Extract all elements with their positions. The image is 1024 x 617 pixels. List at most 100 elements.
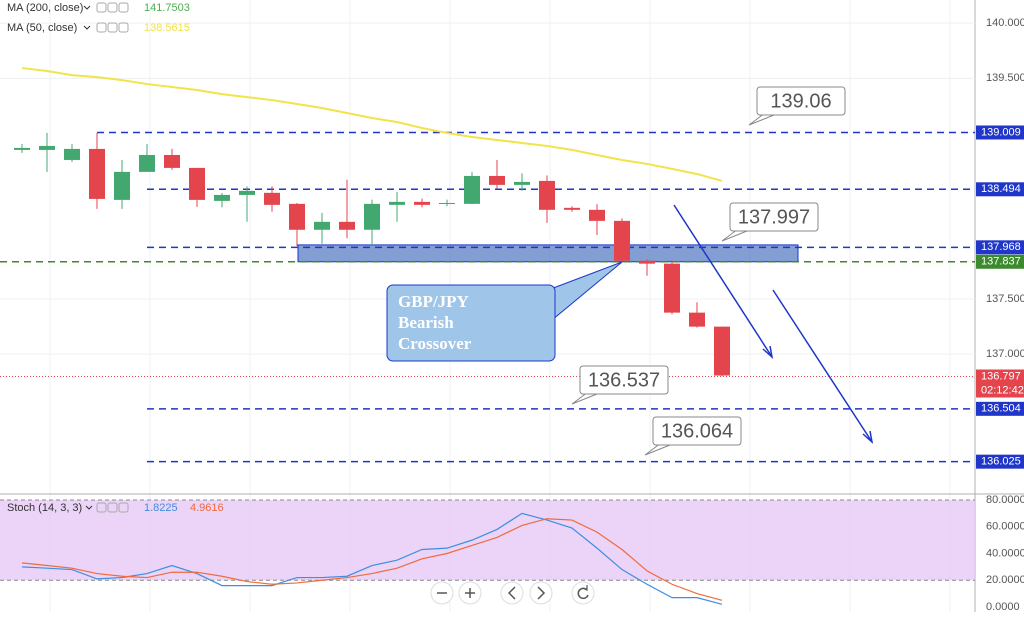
legend-value: 138.5615 [144,22,190,34]
level-label-box [976,454,1024,469]
scroll-right-button[interactable] [529,581,553,605]
level-label: 138.494 [981,183,1021,195]
legend-icon [118,502,129,513]
callout-label: 136.537 [588,369,660,391]
level-label-box [976,240,1024,255]
y-tick-label: 80.0000 [986,494,1024,506]
legend-caret [83,5,91,10]
y-tick-label: 137.500 [986,293,1024,305]
candle-body [539,180,555,210]
y-tick-label: 40.0000 [986,547,1024,559]
legend-icon [96,2,107,13]
legend-icon [107,22,118,33]
callout-box [756,86,846,116]
note-text: GBP/JPY [398,292,469,311]
legend-icon [107,502,118,513]
callout-pointer [748,112,780,126]
candle-body [264,192,280,205]
candle-body [239,190,255,195]
level-label: 137.968 [981,241,1021,253]
toolbar [430,581,595,605]
legend-caret [83,25,91,30]
legend-icon [96,22,107,33]
level-label-box [976,401,1024,416]
candle-body [289,203,305,230]
callout-box [579,365,669,395]
y-tick-label: 139.500 [986,72,1024,84]
zone [297,244,799,263]
candle-body [439,202,455,204]
candle-body [139,154,155,172]
y-tick-label: 20.0000 [986,574,1024,586]
level-label-box [976,254,1024,269]
candle-body [14,147,30,150]
callout-pointer [644,442,676,456]
candle-body [64,148,80,160]
candle-body [314,221,330,230]
candle-body [389,201,405,205]
legend-value: 141.7503 [144,2,190,14]
countdown-box [976,383,1024,398]
callout-pointer [571,391,603,405]
legend-icon [118,22,129,33]
candle-body [114,171,130,200]
scroll-left-button[interactable] [500,581,524,605]
callout-label: 137.997 [738,206,810,228]
note-text: Crossover [398,334,472,353]
level-label: 139.009 [981,126,1021,138]
zoom-in-button[interactable] [458,581,482,605]
legend-name: MA (200, close) [7,2,83,14]
candle-body [339,221,355,230]
level-label: 136.504 [981,403,1021,415]
legend-icon [96,502,107,513]
y-tick-label: 60.0000 [986,521,1024,533]
legend-caret [85,505,93,510]
candle-body [214,194,230,201]
note-box [386,284,556,362]
candle-body [689,312,705,327]
stoch-title: Stoch (14, 3, 3) [7,502,82,514]
countdown: 02:12:42 [981,384,1024,396]
legend-name: MA (50, close) [7,22,77,34]
y-tick-label: 137.000 [986,348,1024,360]
candle-body [164,154,180,168]
level-label-box [976,369,1024,384]
stoch-line [21,518,723,601]
y-tick-label: 140.000 [986,17,1024,29]
stoch-line [21,512,723,605]
callout-label: 136.064 [661,420,733,442]
ma-line [21,67,723,182]
stoch-legend-value: 1.8225 [144,502,178,514]
candle-body [564,207,580,210]
candle-body [189,167,205,200]
candle-body [639,260,655,264]
candle-body [489,175,505,185]
callout-label: 139.06 [770,90,831,112]
candle-body [414,201,430,205]
candle-body [664,263,680,313]
candle-body [514,181,530,185]
legend-icon [118,2,129,13]
reset-button[interactable] [571,581,595,605]
stoch-legend-value: 4.9616 [190,502,224,514]
candle-body [464,175,480,204]
candle-body [39,145,55,150]
candle-body [614,220,630,261]
level-label-box [976,182,1024,197]
callout-box [729,202,819,232]
candle-body [714,326,730,376]
zoom-out-button[interactable] [430,581,454,605]
note-text: Bearish [398,313,454,332]
legend-icon [107,2,118,13]
level-label: 137.837 [981,256,1021,268]
candle-body [589,209,605,221]
candle-body [89,148,105,199]
level-label: 136.797 [981,370,1021,382]
level-label: 136.025 [981,456,1021,468]
candle-body [364,203,380,230]
y-tick-label: 0.0000 [986,601,1020,612]
callout-box [652,416,742,446]
level-label-box [976,125,1024,140]
arrows [673,204,874,445]
